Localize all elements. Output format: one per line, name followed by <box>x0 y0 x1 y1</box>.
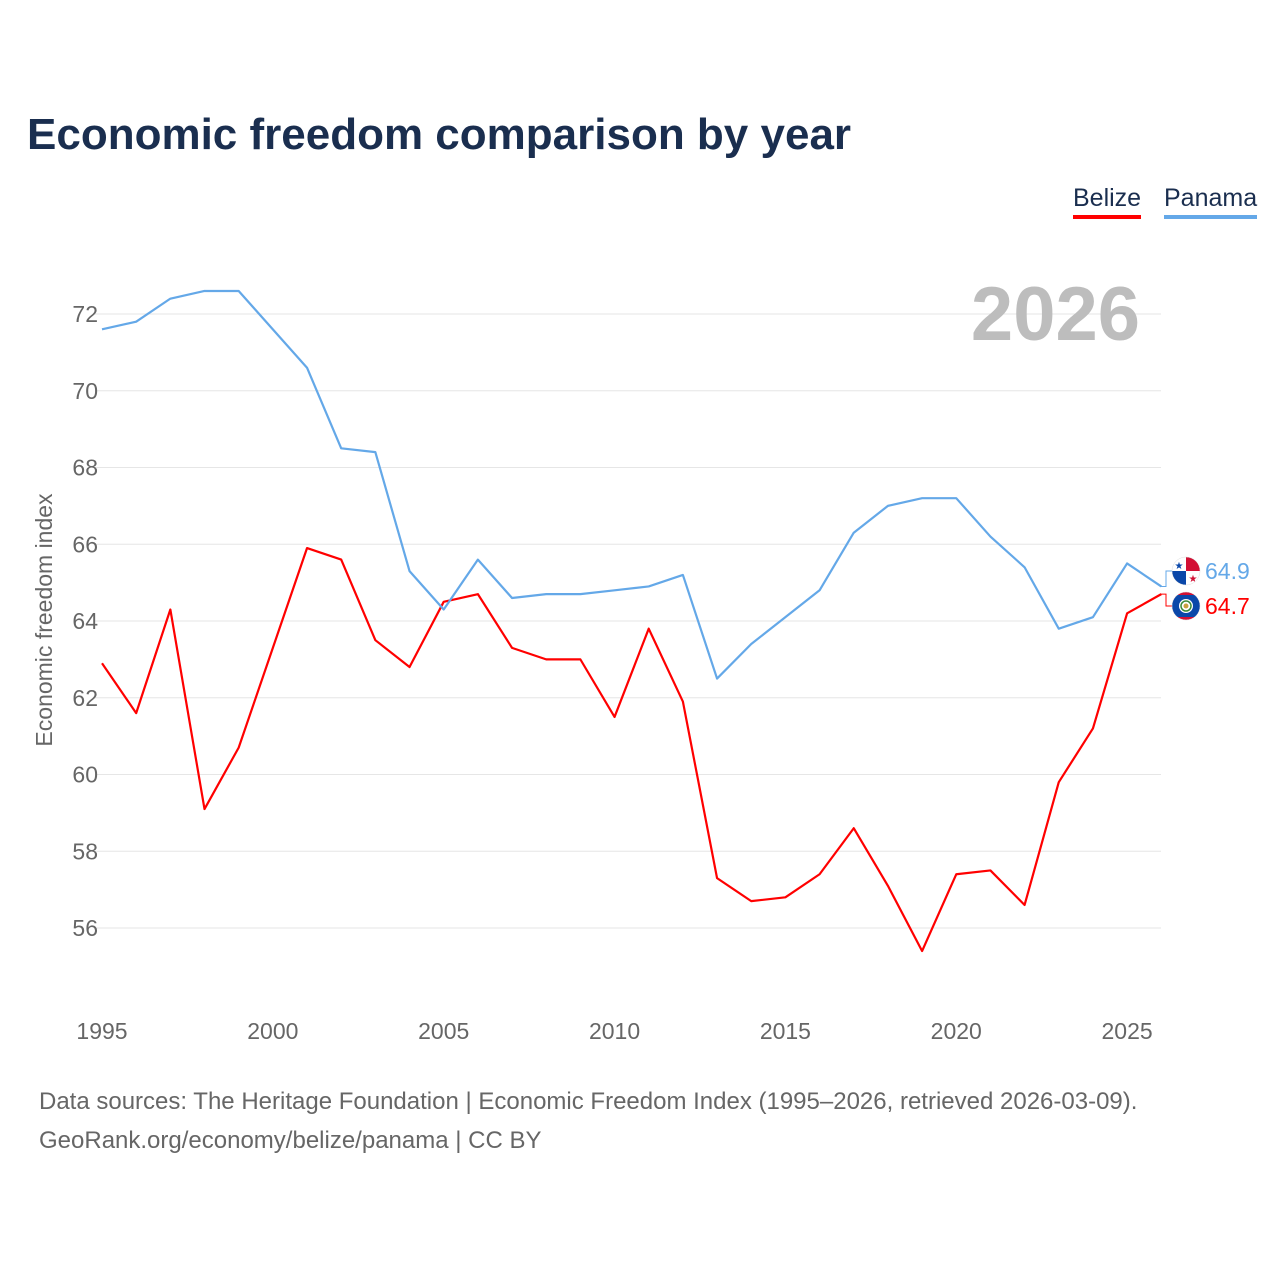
y-tick-label: 60 <box>72 762 98 788</box>
end-value-label-belize: 64.7 <box>1205 593 1250 619</box>
end-value-label-panama: 64.9 <box>1205 558 1250 584</box>
footer-credit[interactable]: GeoRank.org/economy/belize/panama | CC B… <box>39 1127 542 1154</box>
x-tick-label: 2000 <box>247 1018 298 1044</box>
x-tick-label: 2025 <box>1102 1018 1153 1044</box>
y-tick-label: 66 <box>72 531 98 557</box>
legend-panama[interactable]: Panama <box>1164 184 1258 219</box>
svg-text:★: ★ <box>1189 574 1198 585</box>
y-tick-label: 56 <box>72 915 98 941</box>
x-tick-label: 2020 <box>931 1018 982 1044</box>
panama-flag-icon: ★★ <box>1171 556 1201 586</box>
y-tick-label: 64 <box>72 608 98 634</box>
y-tick-label: 58 <box>72 838 98 864</box>
svg-text:★: ★ <box>1175 561 1184 572</box>
series-line-panama[interactable] <box>101 289 1162 680</box>
legend-belize[interactable]: Belize <box>1073 184 1142 219</box>
y-tick-label: 70 <box>72 378 98 404</box>
footer-sources: Data sources: The Heritage Foundation | … <box>39 1088 1138 1115</box>
series-line-belize[interactable] <box>101 546 1162 953</box>
year-watermark: 2026 <box>971 272 1140 357</box>
x-tick-label: 2010 <box>589 1018 640 1044</box>
x-tick-label: 1995 <box>76 1018 127 1044</box>
chart-title: Economic freedom comparison by year <box>27 110 852 159</box>
y-tick-label: 72 <box>72 301 98 327</box>
x-tick-label: 2015 <box>760 1018 811 1044</box>
y-tick-label: 68 <box>72 455 98 481</box>
end-connector <box>1161 593 1172 607</box>
y-axis-label: Economic freedom index <box>31 493 57 747</box>
belize-flag-icon <box>1171 591 1201 621</box>
end-connector <box>1161 570 1172 587</box>
x-tick-label: 2005 <box>418 1018 469 1044</box>
y-tick-label: 62 <box>72 685 98 711</box>
line-chart: 56 58 60 62 64 66 68 70 72 1995 2000 2005 2010 2015 20… <box>31 272 1250 1044</box>
